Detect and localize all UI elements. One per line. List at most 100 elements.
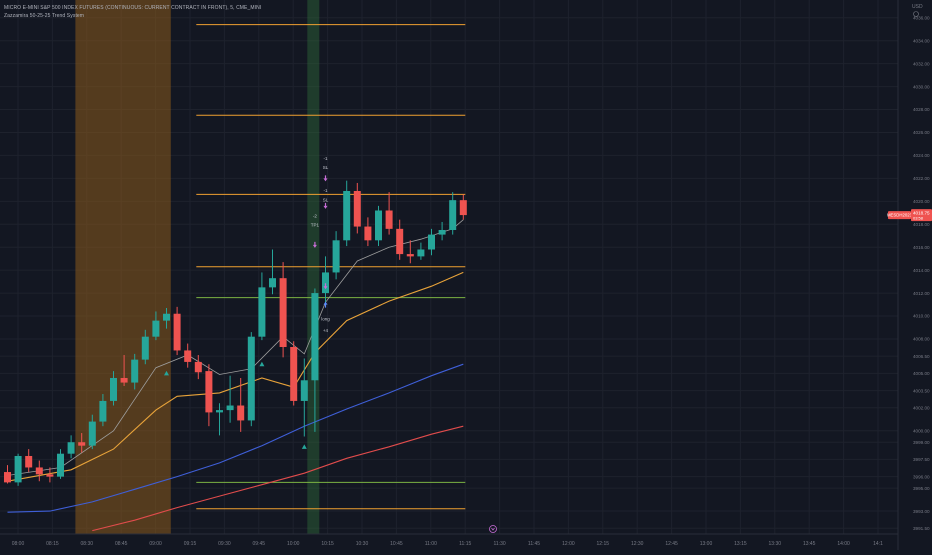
moving-average-slowest xyxy=(92,425,464,532)
candle-down[interactable] xyxy=(120,377,128,383)
candle-up[interactable] xyxy=(226,405,234,411)
candle-down[interactable] xyxy=(46,474,54,477)
price-tick-label: 4036.00 xyxy=(913,15,930,20)
price-axis[interactable] xyxy=(898,0,932,550)
chart-legend: MICRO E-MINI S&P 500 INDEX FUTURES (CONT… xyxy=(4,4,261,20)
candle-up[interactable] xyxy=(88,421,96,446)
candle-up[interactable] xyxy=(375,210,382,241)
price-tick-label: 4022.00 xyxy=(913,176,930,181)
candle-down[interactable] xyxy=(78,442,86,446)
candle-up[interactable] xyxy=(438,229,446,235)
price-tick-label: 3996.00 xyxy=(913,474,930,479)
candle-up[interactable] xyxy=(269,278,276,288)
time-tick-label: 09:00 xyxy=(149,541,162,547)
settings-icon[interactable] xyxy=(913,11,919,17)
price-tick-label: 4028.00 xyxy=(913,107,930,112)
price-tick-label: 4000.00 xyxy=(913,428,930,433)
time-tick-label: 13:45 xyxy=(803,541,816,547)
symbol-title[interactable]: MICRO E-MINI S&P 500 INDEX FUTURES (CONT… xyxy=(4,5,262,11)
arrow-down-icon xyxy=(312,241,317,248)
candle-down[interactable] xyxy=(406,254,414,257)
candle-up[interactable] xyxy=(247,336,255,421)
price-tick-label: 4002.00 xyxy=(913,406,930,411)
candle-up[interactable] xyxy=(57,453,64,477)
candle-down[interactable] xyxy=(25,455,33,468)
time-tick-label: 08:45 xyxy=(115,541,128,547)
price-tick-label: 4030.00 xyxy=(913,84,930,89)
candle-up[interactable] xyxy=(428,234,435,250)
candle-down[interactable] xyxy=(4,472,11,483)
price-tick-label: 4006.50 xyxy=(913,354,930,359)
time-tick-label: 08:30 xyxy=(81,541,94,547)
time-tick-label: 14:00 xyxy=(837,541,850,547)
price-tick-label: 4016.00 xyxy=(913,245,930,250)
price-tick-label: 4005.00 xyxy=(913,371,930,376)
candle-up[interactable] xyxy=(449,200,457,230)
candle-down[interactable] xyxy=(385,210,393,229)
time-tick-label: 12:15 xyxy=(597,541,610,547)
scroll-to-latest-button[interactable] xyxy=(489,525,497,533)
arrow-up-icon xyxy=(323,301,328,308)
candle-down[interactable] xyxy=(279,278,287,348)
candle-down[interactable] xyxy=(184,350,192,362)
candle-up[interactable] xyxy=(99,400,107,422)
time-tick-label: 12:00 xyxy=(562,541,575,547)
chevron-down-icon xyxy=(491,527,495,531)
time-tick-label: 12:30 xyxy=(631,541,644,547)
buy-signal-triangle-icon xyxy=(301,444,307,449)
candle-up[interactable] xyxy=(311,293,319,381)
signal-label: -1 xyxy=(323,156,327,161)
buy-signal-triangle-icon xyxy=(164,370,169,376)
candle-up[interactable] xyxy=(300,380,308,401)
time-tick-label: 13:15 xyxy=(734,541,747,547)
time-tick-label: 12:45 xyxy=(665,541,678,547)
candle-down[interactable] xyxy=(173,313,181,351)
time-tick-label: 09:45 xyxy=(253,541,266,547)
candle-down[interactable] xyxy=(205,371,213,413)
time-tick-label: 13:00 xyxy=(700,541,713,547)
candle-down[interactable] xyxy=(396,228,404,255)
time-tick-label: 13:30 xyxy=(769,541,782,547)
price-tick-label: 3993.00 xyxy=(913,509,930,514)
candle-up[interactable] xyxy=(110,377,117,401)
candle-down[interactable] xyxy=(290,347,298,401)
time-tick-label: 09:30 xyxy=(218,541,231,547)
candle-up[interactable] xyxy=(322,272,329,294)
buy-signal-triangle-icon xyxy=(259,361,265,367)
candle-up[interactable] xyxy=(67,442,75,454)
indicator-title[interactable]: Zazzamira 50-25-25 Trend System xyxy=(4,13,85,19)
symbol-badge xyxy=(888,211,911,220)
price-tick-label: 4008.00 xyxy=(913,337,930,342)
time-tick-label: 11:30 xyxy=(494,541,506,547)
candle-down[interactable] xyxy=(194,361,202,373)
candle-down[interactable] xyxy=(364,226,372,241)
time-tick-label: 11:45 xyxy=(528,541,540,547)
signal-label: long xyxy=(321,317,330,322)
last-price-text: 4018.75 xyxy=(913,210,930,215)
price-tick-label: 3999.00 xyxy=(913,440,930,445)
candle-up[interactable] xyxy=(332,240,340,273)
candle-up[interactable] xyxy=(216,410,223,413)
time-tick-label: 08:15 xyxy=(46,541,59,547)
time-tick-label: 10:30 xyxy=(356,541,369,547)
candle-down[interactable] xyxy=(237,405,245,421)
last-price-badge xyxy=(911,209,932,222)
symbol-badge-text: MESDH2023 xyxy=(887,213,913,218)
candle-down[interactable] xyxy=(35,467,43,475)
candle-up[interactable] xyxy=(131,359,139,383)
candle-up[interactable] xyxy=(343,190,351,241)
candle-up[interactable] xyxy=(141,336,149,360)
candle-up[interactable] xyxy=(417,249,425,257)
candle-up[interactable] xyxy=(14,455,22,483)
candle-up[interactable] xyxy=(163,313,170,321)
candle-up[interactable] xyxy=(258,287,266,337)
time-tick-label: 10:45 xyxy=(390,541,403,547)
candle-down[interactable] xyxy=(459,200,467,216)
time-tick-label: 08:00 xyxy=(12,541,25,547)
price-tick-label: 4012.00 xyxy=(913,291,930,296)
candle-up[interactable] xyxy=(152,320,160,337)
candle-down[interactable] xyxy=(353,190,361,227)
time-tick-label: 10:15 xyxy=(321,541,334,547)
